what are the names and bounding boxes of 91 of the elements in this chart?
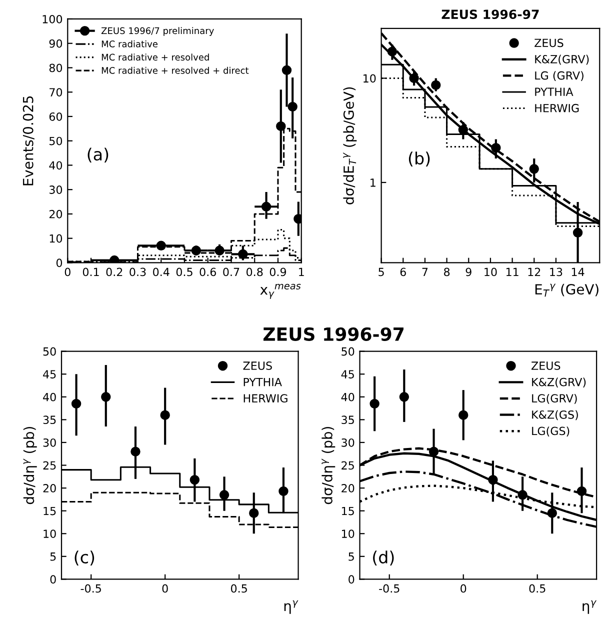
legend-label: LG(GS) — [532, 426, 570, 436]
x-tick-label: 12 — [528, 268, 540, 276]
x-tick-label: 1 — [299, 268, 304, 276]
x-tick-label: 6 — [400, 268, 406, 276]
legend-label: HERWIG — [535, 104, 579, 112]
x-tick-label: 0.9 — [270, 268, 286, 276]
y-tick-label: 15 — [44, 506, 56, 516]
y-tick-label: 45 — [43, 370, 56, 378]
y-tick-label: 0 — [56, 258, 62, 268]
annotation: (d) — [373, 550, 394, 566]
y-tick-label: 90 — [49, 39, 62, 48]
x-tick-label: 5 — [378, 268, 384, 276]
legend-label: PYTHIA — [244, 378, 282, 386]
y-tick-label: 35 — [342, 416, 354, 424]
annotation: (b) — [408, 152, 430, 167]
legend-label: ZEUS — [243, 362, 272, 370]
x-tick-label: 0.1 — [82, 268, 99, 276]
y-tick-label: 35 — [43, 416, 56, 424]
x-tick-label: 14 — [572, 268, 584, 276]
y-tick-label: 50 — [43, 347, 56, 356]
x-tick-label: 0.5 — [529, 584, 546, 593]
x-axis-title: η$^{γ}$ — [284, 600, 298, 614]
y-axis-title: Events/0.025 — [22, 96, 34, 186]
y-tick-label: 45 — [341, 370, 354, 378]
legend-label: PYTHIA — [535, 88, 574, 96]
y-tick-label: 40 — [43, 392, 56, 402]
legend-label: K&Z(GRV) — [532, 378, 586, 388]
x-tick-label: 0.8 — [246, 268, 263, 276]
legend-label: MC radiative + resolved — [102, 54, 209, 61]
x-tick-label: 8 — [444, 268, 450, 276]
x-tick-label: 0.5 — [230, 584, 247, 593]
y-tick-label: 50 — [50, 136, 62, 146]
y-tick-label: 70 — [50, 88, 62, 96]
y-tick-label: 40 — [341, 392, 354, 402]
x-axis-title: η$^{γ}$ — [582, 600, 597, 614]
y-tick-label: 30 — [342, 438, 354, 447]
x-tick-label: 0 — [162, 584, 168, 593]
x-tick-label: 0.5 — [176, 268, 192, 276]
y-tick-label: 10 — [44, 530, 56, 538]
y-tick-label: 5 — [50, 552, 56, 561]
x-tick-label: 11 — [506, 268, 518, 276]
y-axis-title: dσ/dη$^{γ}$ (pb) — [322, 426, 336, 504]
y-axis-title: dσ/dη$^{γ}$ (pb) — [23, 426, 37, 504]
y-tick-label: 20 — [43, 484, 56, 492]
y-tick-label: 10 — [342, 530, 354, 538]
y-tick-label: 25 — [43, 461, 56, 470]
annotation: (a) — [88, 148, 108, 163]
y-tick-label: 50 — [342, 347, 354, 356]
y-tick-label: 15 — [342, 506, 354, 516]
legend-label: LG (GRV) — [535, 71, 584, 82]
y-tick-label: 60 — [49, 112, 62, 121]
legend-label: HERWIG — [244, 394, 288, 403]
x-tick-label: 7 — [422, 268, 428, 276]
legend-label: K&Z(GRV) — [535, 54, 589, 65]
y-tick-label: 0 — [348, 575, 354, 584]
x-tick-label: 0.6 — [200, 268, 216, 276]
x-tick-label: 0.2 — [106, 268, 122, 276]
y-tick-label: 40 — [49, 161, 62, 170]
x-axis-title: x$_{γ}$$^{meas}$ — [260, 284, 301, 299]
x-tick-label: 9 — [466, 268, 472, 276]
y-tick-label: 25 — [342, 461, 354, 470]
y-tick-label: 5 — [348, 552, 354, 561]
y-tick-label: 100 — [42, 14, 62, 24]
x-tick-label: 0 — [460, 584, 466, 593]
chart-title: ZEUS 1996-97 — [263, 327, 404, 341]
annotation: (c) — [74, 550, 94, 566]
y-axis-title: dσ/dE$_{T}$$^{γ}$ (pb/GeV) — [343, 87, 357, 204]
x-tick-label: -0.5 — [379, 584, 400, 593]
legend-label: ZEUS — [532, 362, 560, 370]
x-tick-label: 0.3 — [130, 268, 146, 276]
chart-title: ZEUS 1996-97 — [442, 10, 539, 20]
x-tick-label: 0.7 — [223, 268, 240, 276]
legend-label: LG(GRV) — [532, 394, 577, 404]
y-tick-label: 20 — [49, 210, 62, 218]
legend-label: ZEUS — [534, 38, 564, 48]
y-tick-label: 30 — [49, 186, 62, 194]
x-tick-label: -0.5 — [80, 584, 101, 593]
y-tick-label: 0 — [50, 575, 56, 584]
y-tick-label: 80 — [49, 64, 62, 72]
legend-label: K&Z(GS) — [532, 410, 578, 420]
legend-label: MC radiative + resolved + direct — [102, 66, 249, 74]
x-tick-label: 13 — [550, 268, 562, 276]
x-tick-label: 10 — [484, 268, 497, 276]
legend-label: ZEUS 1996/7 preliminary — [101, 27, 214, 36]
y-tick-label: 10 — [50, 234, 62, 243]
x-tick-label: 0 — [64, 268, 70, 276]
x-axis-title: E$_{T}$$^{γ}$ (GeV) — [535, 284, 598, 297]
y-tick-label: 30 — [43, 438, 56, 447]
x-tick-label: 0.4 — [153, 268, 170, 276]
legend-label: MC radiative — [102, 40, 158, 48]
y-tick-label: 20 — [342, 484, 354, 492]
